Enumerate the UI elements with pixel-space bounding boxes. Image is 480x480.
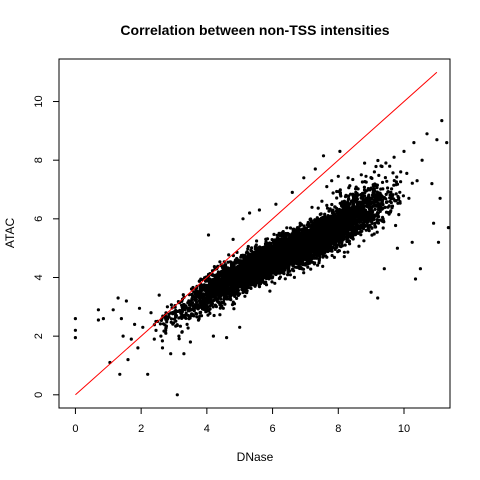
data-point bbox=[309, 267, 313, 271]
chart-title: Correlation between non-TSS intensities bbox=[120, 22, 389, 38]
data-point bbox=[362, 239, 366, 243]
data-point bbox=[292, 275, 296, 279]
data-point bbox=[224, 264, 228, 268]
data-point bbox=[221, 266, 225, 270]
data-point bbox=[307, 224, 311, 228]
data-point bbox=[226, 260, 230, 264]
data-points bbox=[73, 119, 450, 397]
data-point bbox=[330, 249, 334, 253]
data-point bbox=[306, 265, 310, 269]
data-point bbox=[375, 230, 379, 234]
data-point bbox=[241, 253, 245, 257]
data-point bbox=[321, 264, 325, 268]
data-point bbox=[266, 271, 270, 275]
data-point bbox=[239, 255, 243, 259]
data-point bbox=[273, 281, 277, 285]
data-point bbox=[268, 289, 272, 293]
data-point bbox=[286, 273, 290, 277]
data-point bbox=[325, 206, 330, 210]
data-point bbox=[364, 228, 368, 232]
data-point bbox=[268, 270, 272, 274]
data-point bbox=[317, 257, 321, 261]
data-point bbox=[275, 233, 279, 237]
data-point bbox=[272, 239, 276, 243]
data-point bbox=[287, 269, 291, 273]
data-point bbox=[278, 233, 282, 238]
data-point bbox=[284, 262, 288, 267]
data-point bbox=[334, 246, 338, 250]
data-point bbox=[367, 229, 371, 233]
data-point bbox=[343, 243, 347, 247]
data-point bbox=[292, 262, 296, 266]
data-point bbox=[207, 277, 211, 281]
data-point bbox=[316, 206, 320, 210]
data-point bbox=[245, 250, 249, 254]
data-point bbox=[292, 227, 296, 231]
data-point bbox=[232, 307, 236, 311]
data-point bbox=[215, 265, 219, 269]
data-point bbox=[410, 181, 414, 185]
data-point bbox=[265, 237, 270, 241]
data-point bbox=[281, 230, 285, 234]
data-point bbox=[324, 254, 328, 258]
data-point bbox=[250, 254, 254, 258]
data-point bbox=[372, 232, 376, 236]
data-point bbox=[246, 244, 250, 249]
data-point bbox=[269, 272, 273, 276]
data-point bbox=[218, 260, 222, 264]
data-point bbox=[304, 261, 308, 265]
data-point bbox=[250, 246, 254, 250]
data-point bbox=[297, 266, 301, 270]
data-point bbox=[298, 262, 302, 266]
data-point bbox=[390, 204, 395, 208]
data-point bbox=[278, 275, 282, 279]
data-point bbox=[251, 250, 255, 254]
data-point bbox=[254, 243, 258, 247]
data-point bbox=[321, 255, 325, 259]
data-point bbox=[381, 226, 385, 230]
data-point bbox=[246, 255, 250, 259]
data-point bbox=[357, 244, 361, 248]
data-point bbox=[374, 225, 378, 229]
data-point bbox=[316, 253, 320, 257]
data-point bbox=[288, 260, 292, 264]
data-point bbox=[272, 232, 276, 236]
data-point bbox=[232, 261, 236, 265]
data-point bbox=[332, 255, 336, 259]
data-point bbox=[309, 254, 313, 258]
data-point bbox=[264, 280, 268, 284]
data-point bbox=[286, 266, 290, 270]
data-point bbox=[332, 243, 336, 247]
data-point bbox=[288, 273, 292, 277]
data-point bbox=[384, 210, 389, 214]
data-point bbox=[330, 253, 334, 258]
data-point bbox=[255, 239, 259, 243]
data-point bbox=[264, 240, 268, 244]
data-point bbox=[316, 263, 320, 267]
data-point bbox=[288, 226, 293, 230]
data-point bbox=[342, 255, 346, 259]
data-point bbox=[253, 247, 257, 251]
